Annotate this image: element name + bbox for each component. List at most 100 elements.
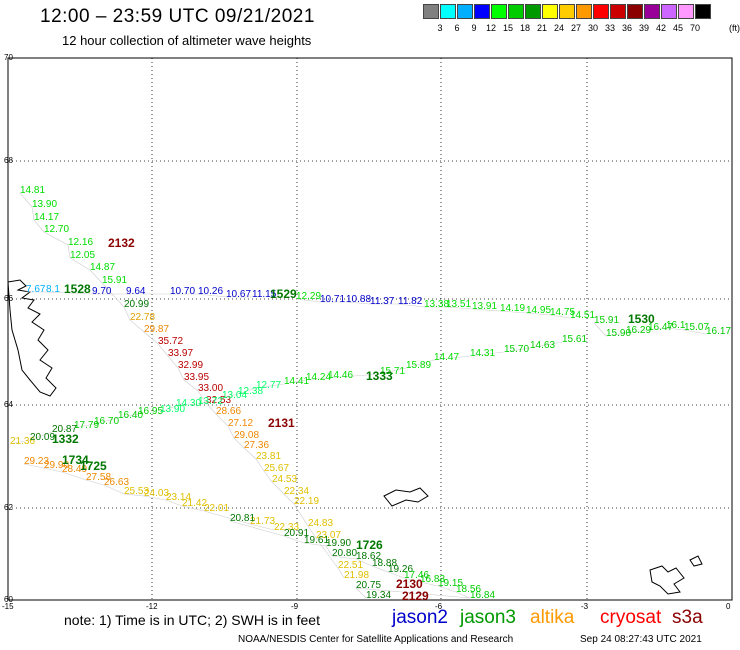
wave-height-value: 13.51 — [446, 299, 471, 310]
wave-height-value: 16.84 — [470, 590, 495, 601]
map-grid — [7, 57, 733, 601]
wave-height-value: 22.34 — [284, 486, 309, 497]
wave-height-value: 25.67 — [264, 463, 289, 474]
wave-height-value: 20.80 — [332, 548, 357, 559]
wave-height-value: 15.71 — [380, 366, 405, 377]
legend-swatch — [457, 4, 473, 19]
map-frame — [7, 57, 733, 601]
legend-label: 15 — [502, 23, 513, 33]
track-line — [23, 463, 275, 531]
track-line — [19, 192, 345, 579]
wave-height-value: 15.07 — [684, 322, 709, 333]
wave-height-value: 22.78 — [130, 312, 155, 323]
track-line — [159, 341, 563, 413]
legend-label: 42 — [655, 23, 666, 33]
wave-height-value: 14.24 — [306, 372, 331, 383]
wave-height-value: 29.90 — [44, 460, 69, 471]
legend-label: 45 — [672, 23, 683, 33]
wave-height-value: 14.19 — [500, 303, 525, 314]
wave-height-value: 12.38 — [238, 386, 263, 397]
pass-id-label: 1332 — [52, 432, 79, 446]
wave-height-value: 10.70 — [170, 286, 195, 297]
track-line — [593, 322, 707, 337]
legend-swatch — [542, 4, 558, 19]
legend-label: 39 — [638, 23, 649, 33]
map-subtitle: 12 hour collection of altimeter wave hei… — [62, 33, 312, 48]
wave-height-value: 32.53 — [206, 395, 231, 406]
legend-swatch — [678, 4, 694, 19]
legend-swatch — [576, 4, 592, 19]
lat-tick-label: 64 — [4, 400, 13, 409]
legend-label: 18 — [519, 23, 530, 33]
wave-height-value: 18.56 — [456, 584, 481, 595]
satellite-jason3: jason3 — [460, 607, 516, 628]
wave-height-value: 10.71 — [320, 294, 345, 305]
pass-id-label: 2132 — [108, 236, 135, 250]
lat-tick-label: 66 — [4, 294, 13, 303]
legend-label: 6 — [454, 23, 460, 33]
wave-height-value: 15.91 — [594, 315, 619, 326]
wave-height-value: 9.70 — [92, 286, 112, 297]
wave-height-value: 13.90 — [32, 199, 57, 210]
wave-height-value: 12.16 — [68, 237, 93, 248]
wave-height-value: 14.51 — [570, 310, 595, 321]
legend-swatch — [474, 4, 490, 19]
wave-height-value: 20.87 — [52, 424, 77, 435]
track-line — [295, 298, 571, 319]
wave-height-value: 12.70 — [44, 224, 69, 235]
wave-height-value: 20.75 — [356, 580, 381, 591]
wave-height-value: 21.98 — [344, 570, 369, 581]
lon-tick-label: -9 — [291, 602, 299, 611]
wave-height-value: 14.95 — [526, 305, 551, 316]
wave-height-value: 15.61 — [562, 334, 587, 345]
pass-id-label: 2131 — [268, 416, 295, 430]
wave-height-value: 19.61 — [304, 535, 329, 546]
wave-height-value: 9.64 — [126, 286, 146, 297]
wave-height-value: 14.30 — [176, 398, 201, 409]
legend-swatch — [491, 4, 507, 19]
legend-label: 3 — [437, 23, 443, 33]
wave-height-value: 20.09 — [30, 432, 55, 443]
wave-height-value: 12.05 — [70, 250, 95, 261]
lon-tick-label: -6 — [435, 602, 443, 611]
wave-height-value: 11.82 — [398, 296, 423, 307]
wave-height-value: 21.73 — [250, 516, 275, 527]
legend-swatch — [593, 4, 609, 19]
wave-height-value: 33.97 — [168, 348, 193, 359]
track-line — [26, 291, 252, 298]
wave-height-value: 16.47 — [648, 322, 673, 333]
wave-height-value: 14.17 — [34, 212, 59, 223]
coastline — [689, 555, 703, 567]
wave-height-value: 18.62 — [356, 551, 381, 562]
wave-height-value: 10.67 — [226, 289, 251, 300]
wave-height-value: 16.83 — [420, 574, 445, 585]
legend-swatch — [559, 4, 575, 19]
wave-height-value: 16.70 — [94, 416, 119, 427]
wave-height-value: 19.15 — [438, 578, 463, 589]
wave-height-value: 8.1 — [46, 284, 60, 295]
pass-id-label: 1530 — [628, 312, 655, 326]
pass-id-label: 2130 — [396, 577, 423, 591]
legend-swatch — [661, 4, 677, 19]
wave-height-value: 13.91 — [472, 301, 497, 312]
wave-height-value: 22.33 — [274, 522, 299, 533]
wave-height-value: 22.19 — [294, 496, 319, 507]
lat-tick-label: 68 — [4, 156, 13, 165]
wave-height-value: 23.07 — [316, 530, 341, 541]
wave-height-value: 13.38 — [424, 299, 449, 310]
wave-height-value: 23.14 — [166, 492, 191, 503]
satellite-cryosat: cryosat — [600, 607, 662, 628]
lon-tick-label: -15 — [2, 602, 14, 611]
wave-height-value: 28.49 — [62, 464, 87, 475]
legend-label: 21 — [536, 23, 547, 33]
wave-height-value: 10.26 — [198, 286, 223, 297]
pass-id-label: 1725 — [80, 459, 107, 473]
legend-label: 27 — [570, 23, 581, 33]
pass-id-label: 1734 — [62, 453, 89, 467]
pass-id-label: 1726 — [356, 538, 383, 552]
wave-height-value: 14.63 — [530, 340, 555, 351]
wave-height-value: 23.81 — [256, 451, 281, 462]
legend-label: 36 — [621, 23, 632, 33]
wave-height-value: 16.29 — [626, 325, 651, 336]
